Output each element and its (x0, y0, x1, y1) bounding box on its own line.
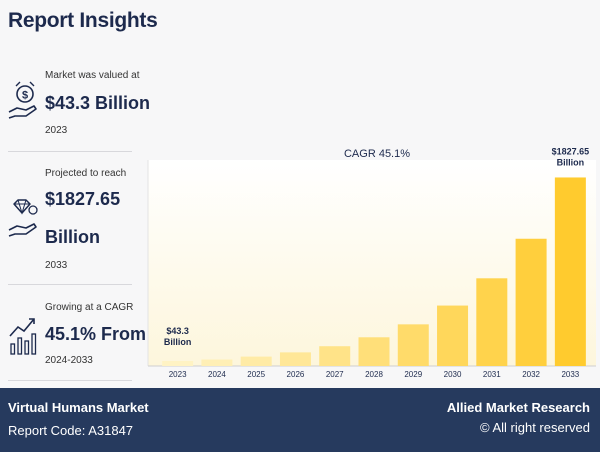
stat-value: 45.1% From (45, 324, 147, 344)
bar-2032 (515, 238, 547, 366)
data-label: $43.3 (166, 326, 189, 336)
x-tick-label: 2033 (561, 370, 579, 379)
data-label: Billion (557, 157, 585, 167)
x-tick-label: 2027 (326, 370, 344, 379)
market-name: Virtual Humans Market (8, 400, 149, 415)
bar-2033 (554, 177, 586, 366)
stat-caption: Growing at a CAGR (45, 302, 134, 313)
footer: Virtual Humans Market Report Code: A3184… (0, 388, 600, 452)
money-hand-icon: $ (8, 81, 37, 119)
stat-period: 2024-2033 (45, 355, 93, 366)
bar-2026 (279, 352, 311, 366)
data-label: Billion (164, 337, 192, 347)
market-size-bar-chart: CAGR 45.1% 2023 2024 2025 2026 2027 2028 2029 2… (147, 146, 596, 379)
x-tick-label: 2026 (287, 370, 305, 379)
x-tick-label: 2030 (444, 370, 462, 379)
copyright: © All right reserved (479, 420, 590, 435)
brand-name: Allied Market Research (446, 400, 590, 415)
chart-x-ticks: 2023 2024 2025 2026 2027 2028 2029 2030 2031 2032… (169, 370, 580, 379)
divider (8, 380, 132, 381)
x-tick-label: 2024 (208, 370, 226, 379)
page-title: Report Insights (8, 9, 158, 32)
diamond-hand-icon (8, 199, 38, 237)
chart-title: CAGR 45.1% (344, 148, 410, 160)
divider (8, 151, 132, 152)
bar-2024 (201, 359, 233, 366)
x-tick-label: 2029 (404, 370, 422, 379)
bar-2031 (476, 278, 508, 366)
bar-2025 (240, 356, 272, 366)
x-tick-label: 2023 (169, 370, 187, 379)
x-tick-label: 2032 (522, 370, 540, 379)
svg-text:$: $ (22, 90, 28, 102)
divider (8, 284, 132, 285)
bar-2028 (358, 337, 390, 366)
x-tick-label: 2028 (365, 370, 383, 379)
stat-caption: Market was valued at (45, 70, 140, 81)
chart-bars (162, 177, 586, 366)
stat-value-line1: $1827.65 (45, 189, 121, 209)
stat-year: 2023 (45, 125, 68, 136)
stat-value: $43.3 Billion (45, 93, 151, 113)
bar-2030 (437, 305, 469, 366)
bar-2027 (319, 346, 351, 366)
report-code: Report Code: A31847 (8, 423, 134, 438)
stat-value-line2: Billion (45, 227, 100, 247)
stat-year: 2033 (45, 260, 68, 271)
bar-2029 (397, 324, 429, 366)
stat-caption: Projected to reach (45, 168, 127, 179)
data-label: $1827.65 (552, 146, 590, 156)
growth-chart-icon (9, 318, 37, 355)
x-tick-label: 2031 (483, 370, 501, 379)
x-tick-label: 2025 (247, 370, 265, 379)
bar-2023 (162, 361, 194, 366)
